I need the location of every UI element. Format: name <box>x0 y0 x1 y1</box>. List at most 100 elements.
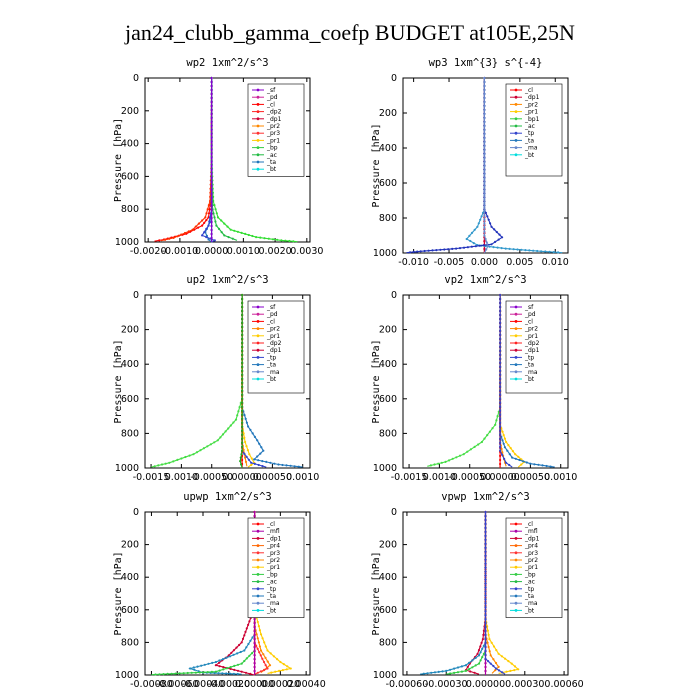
data-point <box>483 210 486 213</box>
x-tick-label: -0.010 <box>398 257 429 268</box>
data-point <box>257 625 260 628</box>
data-point <box>427 249 430 252</box>
data-point <box>243 649 246 652</box>
data-point <box>212 212 215 215</box>
data-point <box>262 653 265 656</box>
data-point <box>483 206 486 209</box>
data-point <box>483 93 486 96</box>
data-point <box>499 349 502 352</box>
data-point <box>474 664 477 667</box>
panel-title: up2 1xm^2/s^3 <box>186 274 268 286</box>
data-point <box>250 461 253 464</box>
data-point <box>263 668 266 672</box>
data-point <box>498 233 501 236</box>
data-point <box>176 235 179 238</box>
data-point <box>502 442 505 445</box>
data-point <box>253 514 256 518</box>
data-point <box>210 204 213 208</box>
legend-label: _pr1 <box>266 137 280 144</box>
legend-label: _pr3 <box>266 130 280 137</box>
legend-marker <box>514 153 518 157</box>
data-point <box>499 345 502 348</box>
data-point <box>236 230 239 233</box>
page-title: jan24_clubb_gamma_coefp BUDGET at105E,25… <box>125 20 575 45</box>
data-point <box>440 461 443 464</box>
data-point <box>198 671 201 674</box>
data-point <box>210 172 213 176</box>
data-point <box>241 445 244 448</box>
y-tick-label: 1000 <box>115 237 139 248</box>
data-point <box>499 309 502 313</box>
data-point <box>210 176 213 180</box>
data-point <box>158 239 161 242</box>
data-point <box>496 415 499 418</box>
data-point <box>487 645 490 649</box>
data-point <box>253 669 256 673</box>
data-point <box>195 451 199 454</box>
data-point <box>245 657 248 660</box>
legend-marker <box>256 544 260 547</box>
data-point <box>483 198 486 201</box>
panel-title: upwp 1xm^2/s^3 <box>183 491 272 503</box>
data-point <box>183 231 187 235</box>
legend-marker <box>514 88 518 92</box>
data-point <box>188 454 191 457</box>
data-point <box>210 200 213 204</box>
data-point <box>494 423 497 426</box>
series-line-ac <box>211 78 238 241</box>
y-tick-label: 400 <box>121 139 139 150</box>
data-point <box>213 239 216 242</box>
data-point <box>458 454 462 457</box>
data-point <box>247 623 250 627</box>
chart-panel-1: wp2 1xm^2/s^3 Pressure [hPa] 0 200 400 600 800… <box>113 57 323 257</box>
data-point <box>497 238 500 241</box>
data-point <box>210 140 213 144</box>
data-point <box>210 88 213 92</box>
data-point <box>178 672 181 675</box>
data-point <box>483 169 486 172</box>
legend-label: _cl <box>524 87 533 94</box>
data-point <box>449 668 452 671</box>
data-point <box>499 373 502 376</box>
data-point <box>241 409 244 412</box>
y-tick-label: 1000 <box>373 248 397 259</box>
y-tick-label: 600 <box>121 605 139 616</box>
data-point <box>473 228 476 231</box>
data-point <box>245 445 248 448</box>
data-point <box>239 456 242 459</box>
y-axis-label: Pressure [hPa] <box>371 551 382 635</box>
legend-marker <box>256 601 260 605</box>
legend-marker <box>256 146 260 150</box>
legend-marker <box>514 110 518 113</box>
data-point <box>500 247 503 250</box>
data-point <box>253 435 256 438</box>
data-point <box>210 188 213 192</box>
y-tick-label: 400 <box>121 572 139 583</box>
data-point <box>225 672 228 675</box>
data-point <box>483 137 486 140</box>
data-point <box>437 670 440 674</box>
legend-label: _pd <box>266 311 278 318</box>
data-point <box>236 669 240 672</box>
data-point <box>196 665 199 668</box>
plot-frame <box>402 294 569 469</box>
data-point <box>219 436 222 439</box>
data-point <box>210 92 213 96</box>
legend-label: _pr3 <box>266 550 280 557</box>
data-point <box>289 667 292 670</box>
x-tick-label: -0.00040 <box>182 679 225 690</box>
data-point <box>484 598 487 601</box>
x-tick-label: -0.00050 <box>448 472 491 483</box>
data-point <box>465 237 468 241</box>
data-point <box>500 655 503 658</box>
data-point <box>483 218 486 221</box>
data-point <box>210 124 213 128</box>
data-point <box>501 453 504 456</box>
data-point <box>278 669 281 673</box>
data-point <box>203 663 206 666</box>
data-point <box>505 670 508 673</box>
data-point <box>483 190 486 193</box>
data-point <box>259 670 263 673</box>
legend-label: _bp <box>266 145 278 152</box>
data-point <box>208 220 211 223</box>
